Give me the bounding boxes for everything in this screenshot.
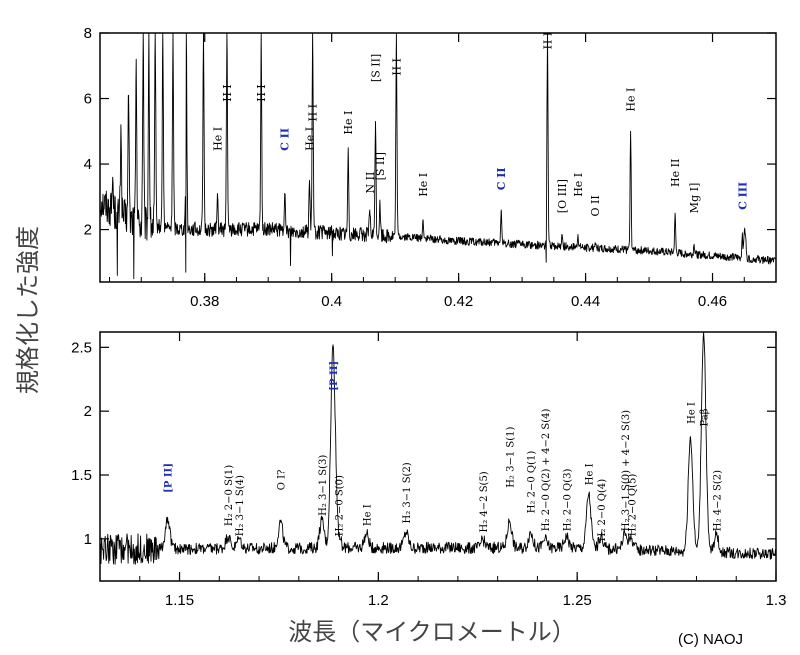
credit-text: (C) NAOJ xyxy=(678,631,743,648)
line-label: [O III] xyxy=(556,179,569,213)
plot-frame-top xyxy=(99,32,777,283)
top-spectrum-panel: 0.38 0.4 0.42 0.44 0.46 2 4 6 8 He I H I H I C II He … xyxy=(84,25,777,310)
line-label: He I xyxy=(304,127,317,151)
line-label: He I xyxy=(417,173,430,197)
x-tick-label: 0.46 xyxy=(698,293,727,310)
x-tick-label: 1.15 xyxy=(165,592,194,609)
line-label: H I xyxy=(307,104,320,121)
line-label: H₂ 4−2 S(2) xyxy=(712,470,723,531)
x-tick-label: 1.25 xyxy=(563,592,592,609)
spectrum-series-top xyxy=(100,33,776,280)
y-tick-label: 8 xyxy=(84,25,92,42)
x-tick-label: 0.42 xyxy=(444,293,473,310)
y-tick-label: 6 xyxy=(84,91,92,108)
line-label: H I xyxy=(221,84,234,101)
bottom-spectrum-panel: 1.15 1.2 1.25 1.311.522.5[P II] H₂ 2−0 S(1) H… xyxy=(71,331,787,609)
line-label: H₂ 3−1 S(4) xyxy=(235,475,246,536)
line-label: [P II] xyxy=(329,361,340,391)
x-tick-label: 0.44 xyxy=(571,293,600,310)
line-label: H₂ 2−0 S(0) xyxy=(335,475,346,536)
line-label: H₂ 2−0 S(1) xyxy=(224,465,235,526)
y-tick-label: 2.5 xyxy=(71,339,92,356)
line-label: He I xyxy=(342,111,355,135)
line-label: He II xyxy=(669,159,682,187)
line-label: H₂ 3−1 S(3) xyxy=(318,455,329,516)
line-label: H₂ 3−1 S(1) xyxy=(506,426,517,487)
line-label: He I xyxy=(585,463,596,485)
line-label: H₂ 2−0 Q(4) xyxy=(597,479,608,542)
line-label: H I xyxy=(255,84,268,101)
x-tick-label: 1.3 xyxy=(766,592,787,609)
line-label: H₂ 2−0 Q(3) xyxy=(562,469,573,532)
y-tick-label: 2 xyxy=(84,222,92,239)
line-label: N II xyxy=(364,172,377,194)
line-label: He I xyxy=(572,173,585,197)
line-label: He I xyxy=(625,88,638,112)
spectrum-series-bottom xyxy=(100,332,776,565)
line-label: He I xyxy=(362,504,373,526)
line-label: He I xyxy=(211,127,224,151)
line-label: O I? xyxy=(277,470,288,491)
y-axis-label: 規格化した強度 xyxy=(14,226,42,394)
line-label: [P II] xyxy=(164,463,175,493)
line-label: H₂ 3−1 S(0) + 4−2 S(3) xyxy=(621,410,632,531)
x-axis-label: 波長（マイクロメートル） xyxy=(288,618,576,646)
line-label: C II xyxy=(495,167,508,190)
line-label: H₂ 2−0 Q(5) xyxy=(627,474,638,537)
line-label: C II xyxy=(279,128,292,151)
x-tick-label: 0.4 xyxy=(321,293,342,310)
y-tick-label: 2 xyxy=(84,403,92,420)
line-label: [S II] xyxy=(370,54,383,82)
line-label: He I xyxy=(687,402,698,424)
x-tick-label: 1.2 xyxy=(368,592,389,609)
line-label: H I xyxy=(542,32,555,49)
y-tick-label: 4 xyxy=(84,156,92,173)
line-label: H₂ 3−1 S(2) xyxy=(402,462,413,523)
x-tick-label: 0.38 xyxy=(190,293,219,310)
line-label: O II xyxy=(589,195,602,216)
line-label: H₂ 4−2 S(5) xyxy=(479,471,490,532)
y-tick-label: 1.5 xyxy=(71,467,92,484)
line-label: Mg I] xyxy=(688,183,701,213)
line-label: [S II] xyxy=(374,152,387,180)
y-tick-label: 1 xyxy=(84,531,92,548)
plot-frame-bottom xyxy=(99,331,777,582)
line-label: C III xyxy=(736,182,749,210)
line-label: Paβ xyxy=(700,408,711,426)
line-label: H₂ 2−0 Q(2) + 4−2 S(4) xyxy=(541,409,552,532)
line-label: H₂ 2−0 Q(1) xyxy=(527,451,538,514)
line-label: H I xyxy=(390,58,403,75)
